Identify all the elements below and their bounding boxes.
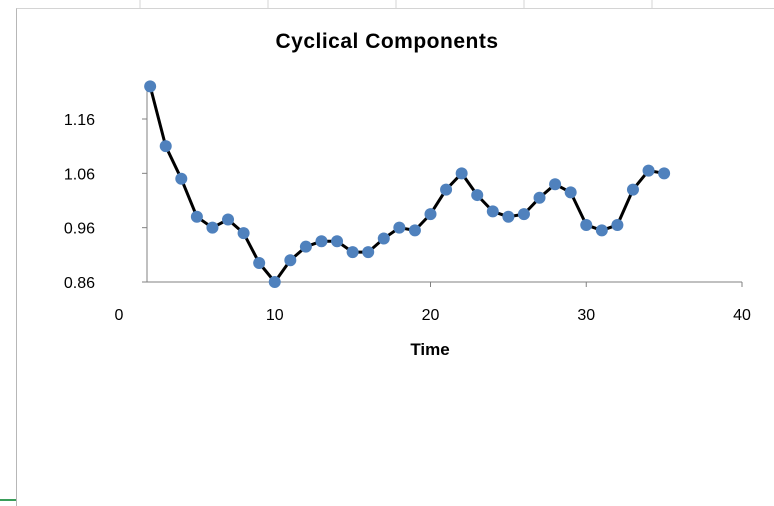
x-axis-ticks: 0 10 20 30 40: [115, 282, 751, 324]
y-tick-label: 0.86: [64, 275, 95, 292]
y-tick-label: 0.96: [64, 221, 95, 238]
data-point[interactable]: [595, 224, 608, 237]
data-point[interactable]: [190, 210, 203, 223]
data-point[interactable]: [346, 246, 359, 259]
data-point[interactable]: [175, 172, 188, 185]
data-point[interactable]: [658, 167, 671, 180]
chart-title: Cyclical Components: [275, 30, 499, 53]
data-point[interactable]: [253, 256, 266, 269]
data-point[interactable]: [564, 186, 577, 199]
data-point[interactable]: [299, 240, 312, 253]
data-point[interactable]: [222, 213, 235, 226]
data-point[interactable]: [331, 235, 344, 248]
y-tick-label: 1.16: [64, 112, 95, 129]
data-point[interactable]: [626, 183, 639, 196]
data-point[interactable]: [549, 178, 562, 191]
chart-area[interactable]: [16, 8, 774, 506]
data-point[interactable]: [206, 221, 219, 234]
data-point[interactable]: [440, 183, 453, 196]
data-point[interactable]: [237, 227, 250, 240]
series-group: [144, 80, 671, 288]
data-point[interactable]: [159, 140, 172, 153]
data-point[interactable]: [362, 246, 375, 259]
data-point[interactable]: [268, 276, 281, 288]
x-axis-title: Time: [410, 340, 450, 359]
data-point[interactable]: [611, 218, 624, 231]
data-point[interactable]: [642, 164, 655, 177]
x-tick-label: 10: [266, 307, 284, 324]
series-line: [148, 86, 665, 284]
data-point[interactable]: [580, 218, 593, 231]
x-tick-label: 40: [733, 307, 751, 324]
x-tick-label: 30: [577, 307, 595, 324]
data-point[interactable]: [408, 224, 421, 237]
data-point[interactable]: [144, 80, 157, 93]
data-point[interactable]: [486, 205, 499, 218]
data-point[interactable]: [533, 191, 546, 204]
data-point[interactable]: [517, 208, 530, 221]
data-point[interactable]: [471, 189, 484, 202]
data-point[interactable]: [502, 210, 515, 223]
data-point[interactable]: [455, 167, 468, 180]
y-axis-ticks: 0.86 0.96 1.06 1.16: [64, 112, 147, 292]
x-tick-label: 0: [115, 307, 124, 324]
data-point[interactable]: [284, 254, 297, 267]
data-point[interactable]: [377, 232, 390, 245]
data-point[interactable]: [393, 221, 406, 234]
x-tick-label: 20: [422, 307, 440, 324]
y-tick-label: 1.06: [64, 166, 95, 183]
data-point[interactable]: [315, 235, 328, 248]
data-point[interactable]: [424, 208, 437, 221]
